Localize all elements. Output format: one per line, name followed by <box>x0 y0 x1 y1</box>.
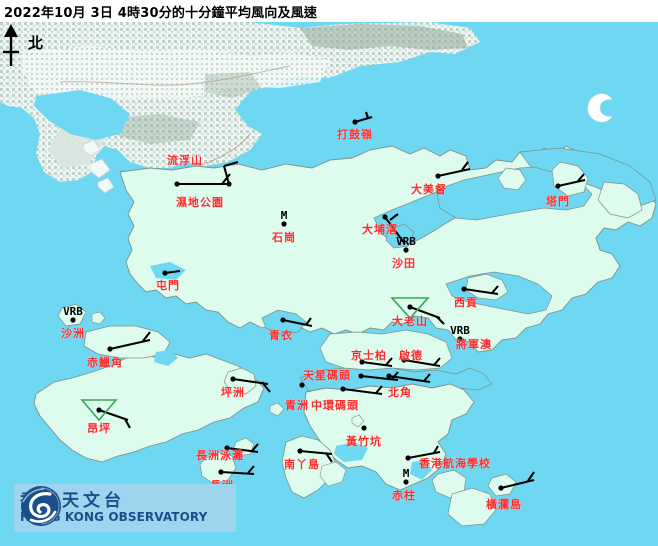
hko-logo: 香港天文台 HONG KONG OBSERVATORY <box>14 484 236 532</box>
station-label: 長洲泳灘 <box>196 449 244 462</box>
station-label: 青衣 <box>269 329 293 342</box>
station-label: 濕地公園 <box>176 196 224 209</box>
calm-flag: M <box>280 209 288 222</box>
station-label: 黃竹坑 <box>346 435 382 448</box>
station-label: 北角 <box>388 386 412 399</box>
station-label: 石崗 <box>272 231 296 244</box>
station-label: 屯門 <box>156 279 180 292</box>
station-label: 西貢 <box>454 296 478 309</box>
station-label: 天星碼頭 <box>303 369 351 382</box>
station-label: 流浮山 <box>167 154 203 167</box>
station-label: 將軍澳 <box>456 338 492 351</box>
variable-wind-flag: VRB <box>63 305 83 318</box>
mainland-landmass <box>0 22 480 194</box>
highland-marker-ngong-ping <box>80 399 118 422</box>
title-bar: 2022年10月 3日 4時30分的十分鐘平均風向及風速 <box>0 0 658 22</box>
station-label: 赤柱 <box>392 489 416 502</box>
highland-marker-tate-s-cairn <box>390 297 430 320</box>
hko-spiral-icon <box>21 486 61 526</box>
map-graphics <box>0 22 658 546</box>
station-label: 橫瀾島 <box>486 498 522 511</box>
station-label: 中環碼頭 <box>311 399 359 412</box>
north-label: 北 <box>28 34 44 52</box>
station-label: 香港航海學校 <box>419 457 491 470</box>
variable-wind-flag: VRB <box>396 235 416 248</box>
hk-island-and-harbour <box>299 329 493 491</box>
station-label: 赤鱲角 <box>87 356 123 369</box>
calm-flag: M <box>402 467 410 480</box>
page-title: 2022年10月 3日 4時30分的十分鐘平均風向及風速 <box>4 6 318 21</box>
north-arrow-icon <box>3 24 19 66</box>
station-label: 塔門 <box>546 195 570 208</box>
lantau-and-islands <box>33 93 613 527</box>
map-canvas: 北 打鼓嶺 流浮山 濕地公園 M 石崗 大美督 塔門 大埔滘 VRB 沙田 屯門 VRB 沙洲 赤鱲角 大老… <box>0 22 658 546</box>
station-label: 昂坪 <box>87 422 111 435</box>
station-label: 大美督 <box>411 183 447 196</box>
station-label: 打鼓嶺 <box>337 128 373 141</box>
wind-barbs-layer <box>98 111 586 490</box>
logo-text-en: HONG KONG OBSERVATORY <box>20 509 208 524</box>
station-label: 大老山 <box>392 315 428 328</box>
variable-wind-flag: VRB <box>450 324 470 337</box>
station-label: 沙洲 <box>61 327 85 340</box>
station-label: 啟德 <box>399 349 423 362</box>
station-label: 京士柏 <box>351 349 387 362</box>
station-label: 大埔滘 <box>362 223 398 236</box>
station-label: 南丫島 <box>284 458 320 471</box>
map-overlay: 北 打鼓嶺 流浮山 濕地公園 M 石崗 大美督 塔門 大埔滘 VRB 沙田 屯門 VRB 沙洲 赤鱲角 大老… <box>0 22 658 546</box>
station-label: 沙田 <box>392 257 416 270</box>
hk-landmass <box>119 145 657 353</box>
station-markers-layer <box>70 119 561 491</box>
station-label: 青洲 <box>285 399 309 412</box>
station-label: 坪洲 <box>221 386 245 399</box>
